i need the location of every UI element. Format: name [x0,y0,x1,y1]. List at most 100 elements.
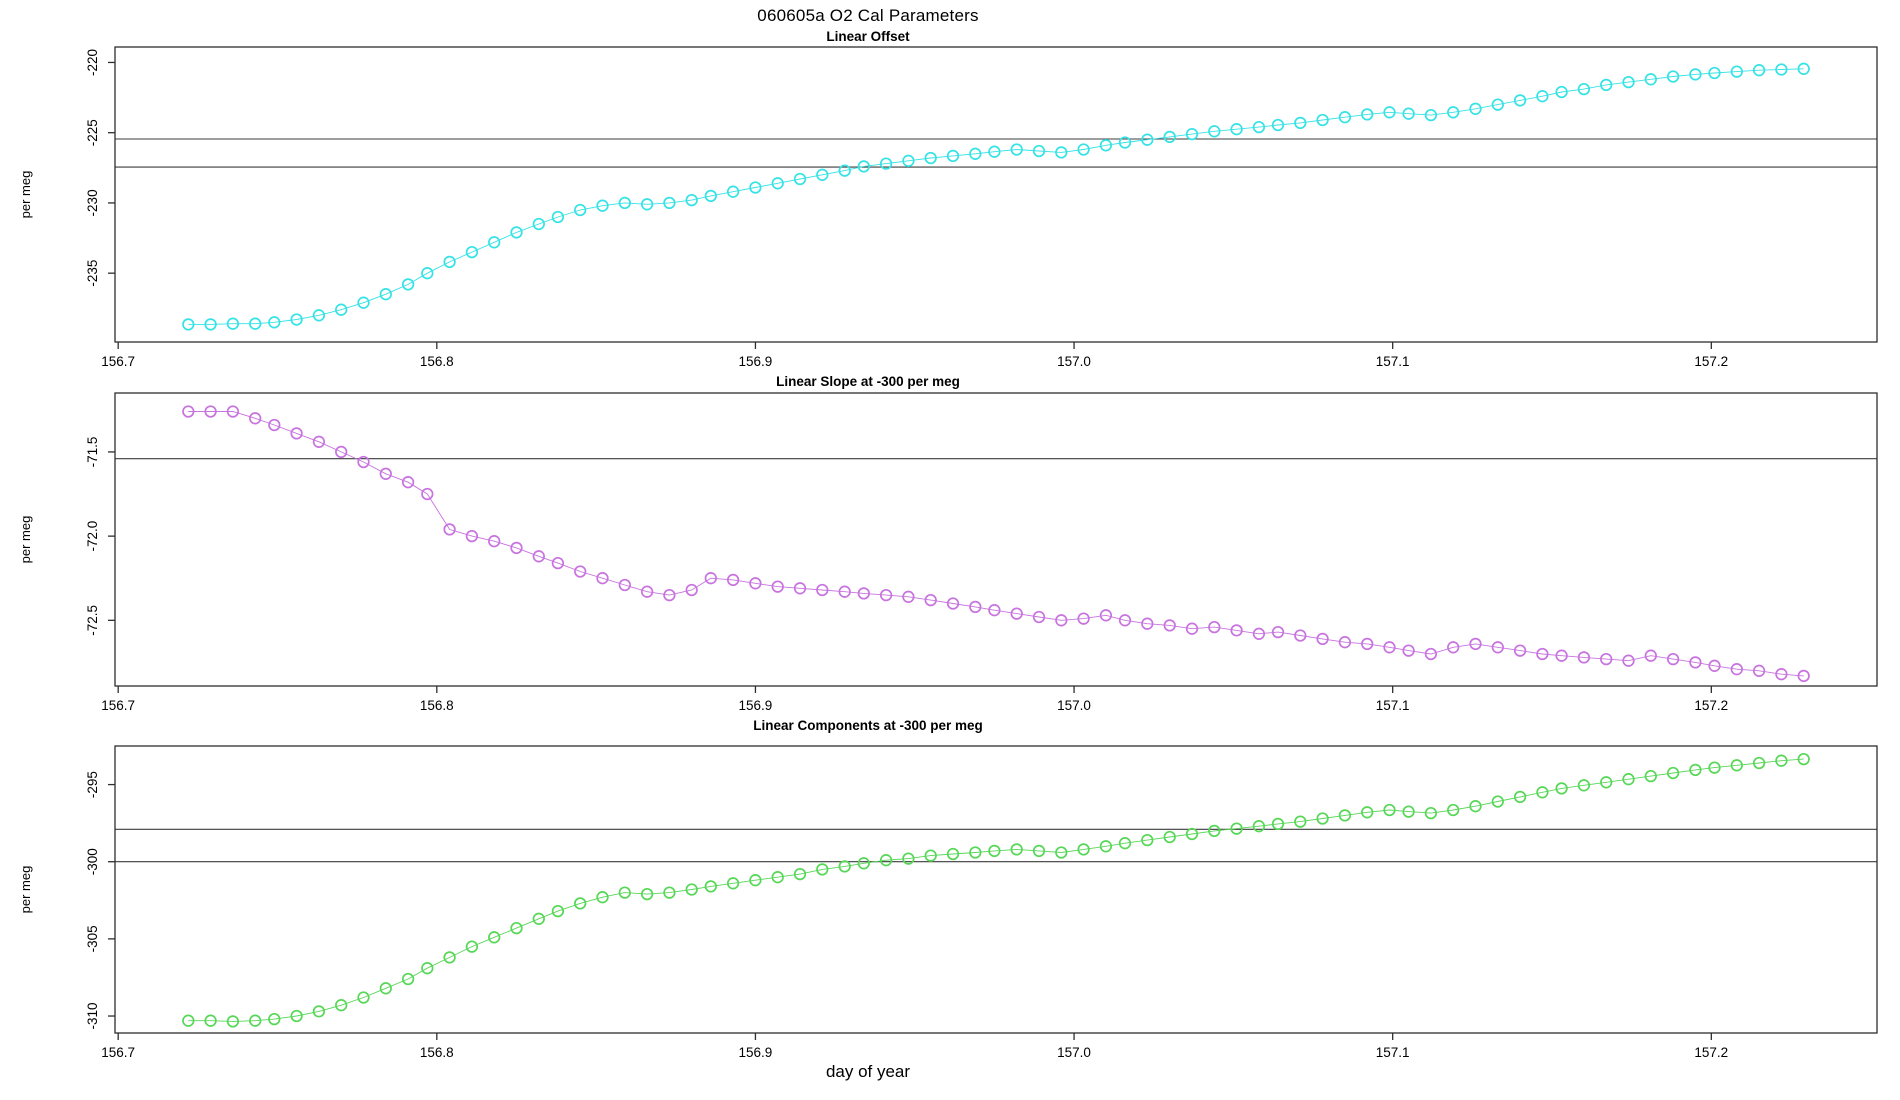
data-point [924,593,937,607]
series-line [188,758,1804,1022]
data-point [268,418,281,432]
panel-box [114,46,1878,343]
data-point [1230,123,1243,136]
data-point [1230,624,1243,637]
data-point [749,874,762,887]
data-point [465,529,479,543]
x-tick-label: 156.7 [101,698,135,713]
data-point [1447,641,1460,654]
data-point [421,267,434,280]
data-point [443,951,456,964]
data-point [1361,806,1374,819]
data-point [704,189,717,203]
x-tick-label: 156.8 [420,1045,454,1060]
data-point [902,154,915,167]
data-point [1775,63,1788,76]
data-point [1491,795,1504,808]
y-tick-label: -305 [85,925,100,952]
data-point [1077,843,1090,856]
x-tick-label: 157.1 [1376,698,1410,713]
data-point [1118,614,1132,627]
data-point [1424,647,1438,661]
data-point [1099,609,1113,622]
data-point [1163,619,1176,632]
data-point [640,585,654,598]
data-point [401,972,415,986]
data-point [574,203,587,217]
data-point [1185,827,1199,841]
data-point [1032,610,1046,624]
data-point [816,583,829,597]
x-tick-label: 157.2 [1694,1045,1728,1060]
data-point [268,316,281,329]
data-point [1141,133,1154,146]
series-line [188,68,1804,325]
data-point [988,145,1001,158]
data-point [268,1012,281,1026]
data-point [1208,125,1221,138]
data-point [1141,833,1154,847]
data-point [1383,106,1396,119]
data-point [704,880,717,893]
data-point [532,217,545,231]
data-point [1469,637,1482,651]
data-point [1185,127,1199,141]
data-point [1797,669,1810,683]
data-point [290,313,303,326]
y-tick-label: -220 [85,49,100,76]
data-point [685,583,698,597]
x-tick-label: 156.8 [420,354,454,369]
main-title: 060605a O2 Cal Parameters [757,6,979,25]
data-point [1402,107,1415,120]
x-tick-label: 157.0 [1057,354,1091,369]
data-point [1555,649,1568,662]
data-point [663,588,676,602]
data-point [1361,108,1374,121]
x-tick-label: 156.9 [739,354,773,369]
data-point [1708,761,1721,774]
data-point [1316,812,1329,825]
data-point [1402,805,1415,818]
data-point [1424,806,1438,820]
x-tick-label: 156.8 [420,698,454,713]
y-tick-label: -235 [85,260,100,287]
data-point [1577,82,1591,96]
data-point [1708,659,1721,672]
data-point [857,857,870,870]
data-point [443,523,456,536]
data-point [249,317,262,330]
data-point [401,476,415,489]
data-point [1600,776,1613,789]
data-point [510,541,523,555]
x-tick-label: 157.2 [1694,698,1728,713]
data-point [902,590,915,603]
data-point [312,1005,326,1018]
data-point [1118,837,1132,850]
data-point [1338,809,1352,822]
data-point [312,435,326,448]
data-point [1752,664,1766,677]
x-tick-label: 157.0 [1057,1045,1091,1060]
data-point [1141,617,1154,630]
data-point [924,849,937,862]
data-point [771,580,784,593]
data-point [1208,620,1221,634]
y-tick-label: -225 [85,119,100,146]
data-point [1622,75,1635,89]
panel-title-linear-components: Linear Components at -300 per meg [753,718,983,733]
data-point [510,921,523,935]
data-point [335,999,348,1012]
series-line [188,411,1804,677]
data-point [946,149,960,163]
data-point [401,278,415,291]
data-point [857,587,870,600]
data-point [988,604,1001,617]
data-point [663,886,676,899]
data-point [685,193,698,207]
data-point [1361,637,1374,651]
data-point [1316,113,1329,127]
panel-title-linear-slope: Linear Slope at -300 per meg [776,374,960,389]
data-point [465,245,479,259]
